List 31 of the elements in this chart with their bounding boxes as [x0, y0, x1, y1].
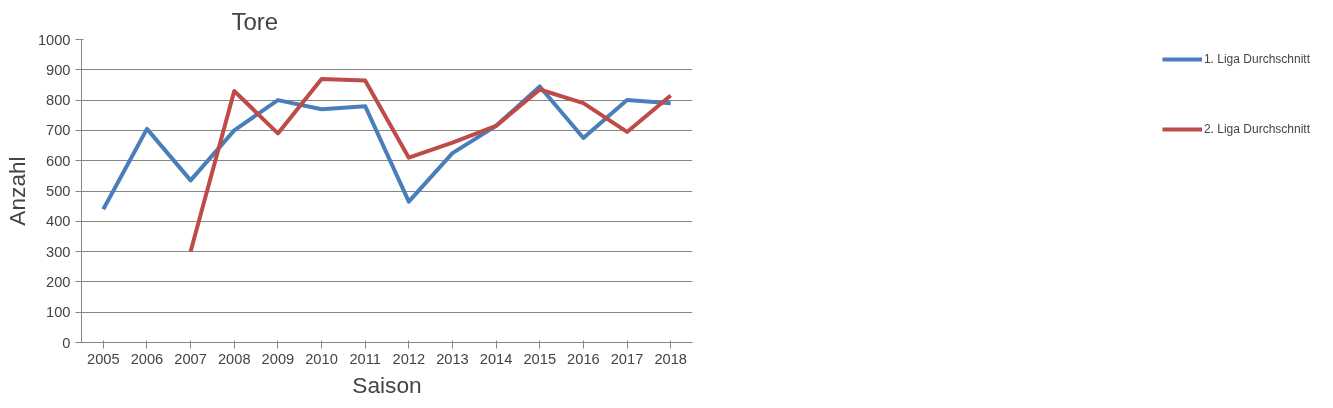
x-tick-label: 2008 — [217, 350, 251, 367]
x-axis-title: Saison — [352, 371, 422, 398]
y-tick-label: 300 — [46, 243, 71, 260]
x-tick-label: 2014 — [479, 350, 513, 367]
x-tick-label: 2005 — [87, 350, 120, 367]
x-tick-label: 2011 — [349, 350, 381, 367]
y-tick-label: 200 — [46, 273, 71, 290]
y-tick-label: 700 — [46, 122, 71, 139]
legend-label: 1. Liga Durchschnitt — [1203, 52, 1310, 66]
chart-title: Tore — [231, 7, 279, 35]
legend-label: 2. Liga Durchschnitt — [1203, 122, 1310, 136]
x-tick-label: 2010 — [305, 350, 338, 367]
x-tick-label: 2017 — [610, 350, 644, 367]
y-axis-title: Anzahl — [3, 156, 30, 226]
x-tick-label: 2007 — [174, 350, 207, 367]
y-tick-label: 400 — [46, 213, 71, 230]
x-tick-label: 2012 — [392, 350, 426, 367]
y-tick-label: 900 — [46, 61, 71, 78]
line-series — [188, 76, 673, 254]
y-tick-label: 800 — [46, 92, 71, 109]
x-tick-label: 2016 — [567, 350, 600, 367]
y-tick-label: 500 — [46, 183, 71, 199]
x-tick-label: 2009 — [261, 350, 295, 367]
x-tick-label: 2015 — [523, 350, 557, 367]
y-tick-label: 1000 — [37, 31, 71, 48]
x-tick-label: 2013 — [436, 350, 469, 367]
x-tick-label: 2006 — [130, 350, 164, 367]
y-tick-label: 600 — [46, 152, 71, 169]
x-tick-label: 2018 — [654, 350, 687, 367]
y-tick-label: 100 — [46, 304, 71, 321]
y-tick-label: 0 — [62, 334, 71, 351]
